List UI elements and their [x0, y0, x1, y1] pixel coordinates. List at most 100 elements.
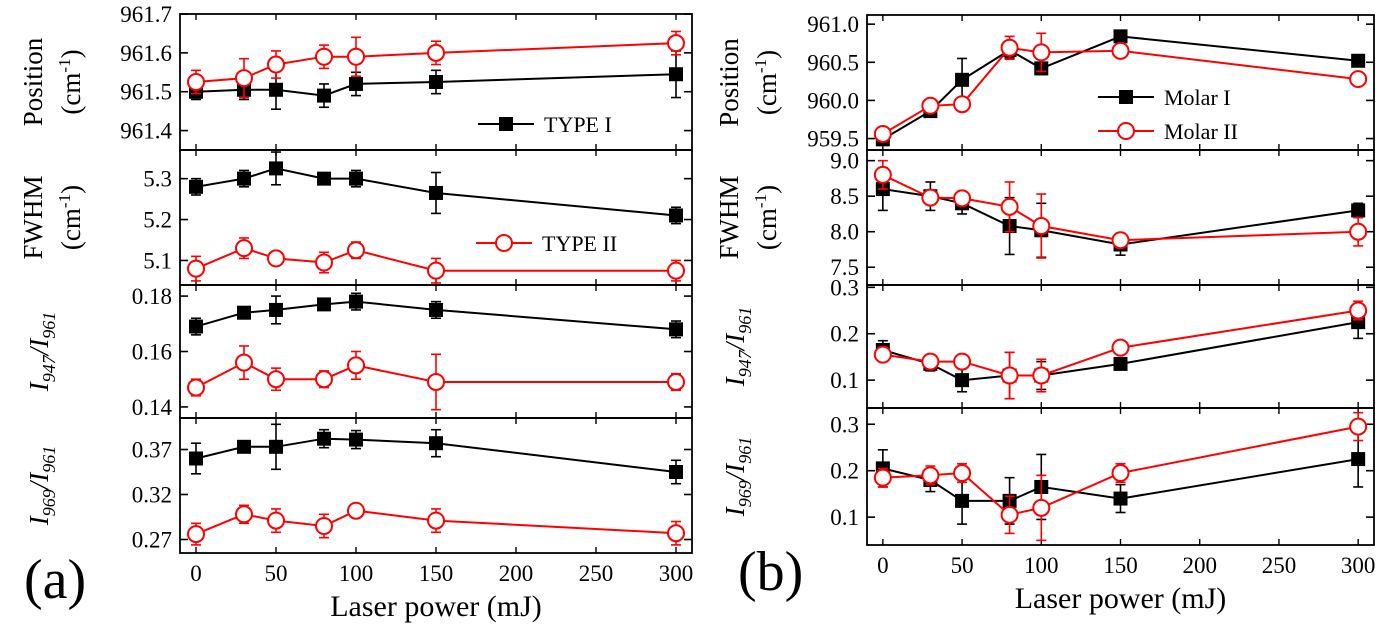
- data-point: [1351, 452, 1366, 467]
- subplot-b-3: 0.1 0.2 0.3 I947/I961: [720, 275, 1375, 409]
- series-molar-ii: [873, 32, 1368, 143]
- y-axis-title: Position (cm-1): [714, 38, 782, 127]
- series-line: [882, 173, 1359, 242]
- x-tick-label: 0: [190, 561, 202, 586]
- data-point: [427, 261, 445, 280]
- data-point: [1000, 38, 1019, 57]
- data-point: [269, 302, 283, 317]
- subplot-a-2: 5.1 5.2 5.3 FWHM (cm-1) TYPE II: [18, 149, 693, 286]
- data-point: [317, 88, 331, 103]
- data-point: [953, 464, 972, 483]
- series-type-i: [189, 423, 683, 485]
- data-point: [235, 353, 253, 372]
- legend-item: TYPE I: [478, 112, 612, 137]
- y-tick-label: 0.3: [830, 275, 859, 300]
- data-point: [1351, 53, 1366, 68]
- x-tick-label: 200: [499, 561, 534, 586]
- y-tick-label: 0.27: [132, 528, 172, 553]
- legend-item: Molar II: [1098, 119, 1238, 144]
- data-point: [955, 493, 970, 508]
- y-tick-label: 7.5: [830, 255, 859, 280]
- data-point: [1032, 217, 1051, 236]
- data-point: [237, 305, 251, 320]
- data-point: [317, 297, 331, 312]
- legend-marker: [1119, 90, 1133, 104]
- data-point: [347, 47, 365, 66]
- subplot-a-4: 0.27 0.32 0.37 0 50 100 150 200 250 300 Laser powe…: [24, 417, 693, 623]
- x-tick-label: 250: [579, 561, 614, 586]
- data-point: [349, 294, 363, 309]
- data-point: [1000, 197, 1019, 216]
- data-point: [349, 76, 363, 91]
- data-point: [315, 47, 333, 66]
- plot-frame: [866, 149, 1375, 286]
- y-tick-label: 5.2: [143, 208, 172, 233]
- data-point: [347, 241, 365, 260]
- data-point: [669, 67, 683, 82]
- data-point: [955, 72, 970, 87]
- data-point: [267, 370, 285, 389]
- x-axis-title: Laser power (mJ): [1015, 582, 1227, 615]
- data-point: [1111, 464, 1130, 483]
- legend-item: TYPE II: [476, 231, 617, 256]
- y-axis-title: FWHM (cm-1): [18, 175, 86, 259]
- data-point: [667, 372, 685, 391]
- data-point: [921, 188, 940, 207]
- data-point: [269, 161, 283, 176]
- data-point: [429, 75, 443, 89]
- data-point: [269, 439, 283, 454]
- data-point: [1113, 356, 1128, 371]
- y-tick-label: 0.37: [132, 438, 172, 463]
- data-point: [1000, 366, 1019, 385]
- data-point: [349, 432, 363, 447]
- y-tick-label: 960.0: [807, 88, 859, 113]
- y-tick-label: 0.1: [830, 505, 859, 530]
- data-point: [317, 431, 331, 446]
- panel-a-label: (a): [24, 549, 86, 611]
- subplot-b-1: 959.5 960.0 960.5 961.0 Position (cm-1) Molar …: [714, 12, 1375, 152]
- legend-marker: [1117, 122, 1135, 140]
- data-point: [1349, 70, 1368, 89]
- legend-marker: [495, 234, 513, 252]
- data-point: [955, 373, 970, 388]
- y-tick-label: 959.5: [807, 127, 859, 152]
- data-point: [1349, 417, 1368, 436]
- series-type-ii: [187, 30, 685, 99]
- y-tick-label: 8.5: [830, 184, 859, 209]
- data-point: [667, 34, 685, 53]
- data-point: [1351, 203, 1366, 218]
- data-point: [315, 370, 333, 389]
- data-point: [267, 249, 285, 268]
- series-type-ii: [187, 237, 685, 284]
- data-point: [921, 352, 940, 371]
- legend-label: TYPE II: [542, 231, 617, 256]
- data-point: [269, 82, 283, 97]
- y-tick-label: 0.32: [132, 483, 172, 508]
- data-point: [1000, 505, 1019, 524]
- series-molar-ii: [873, 411, 1368, 542]
- legend-label: TYPE I: [544, 112, 612, 137]
- data-point: [267, 55, 285, 74]
- data-point: [237, 171, 251, 186]
- data-point: [349, 171, 363, 186]
- y-tick-label: 0.2: [830, 322, 859, 347]
- data-point: [873, 165, 892, 184]
- x-tick-label: 300: [1341, 553, 1376, 578]
- data-point: [237, 439, 251, 454]
- data-point: [189, 319, 203, 334]
- x-tick-label: 250: [1262, 553, 1297, 578]
- y-tick-label: 961.5: [120, 80, 172, 105]
- legend-label: Molar I: [1164, 85, 1231, 110]
- y-axis-title: Position (cm-1): [18, 37, 86, 126]
- x-tick-label: 50: [265, 561, 288, 586]
- x-axis-title: Laser power (mJ): [330, 590, 542, 623]
- data-point: [1032, 366, 1051, 385]
- data-point: [873, 468, 892, 487]
- data-point: [873, 124, 892, 143]
- x-tick-label: 100: [339, 561, 374, 586]
- data-point: [315, 253, 333, 272]
- data-point: [189, 179, 203, 194]
- x-tick-label: 50: [951, 553, 974, 578]
- data-point: [1349, 301, 1368, 320]
- data-point: [427, 511, 445, 530]
